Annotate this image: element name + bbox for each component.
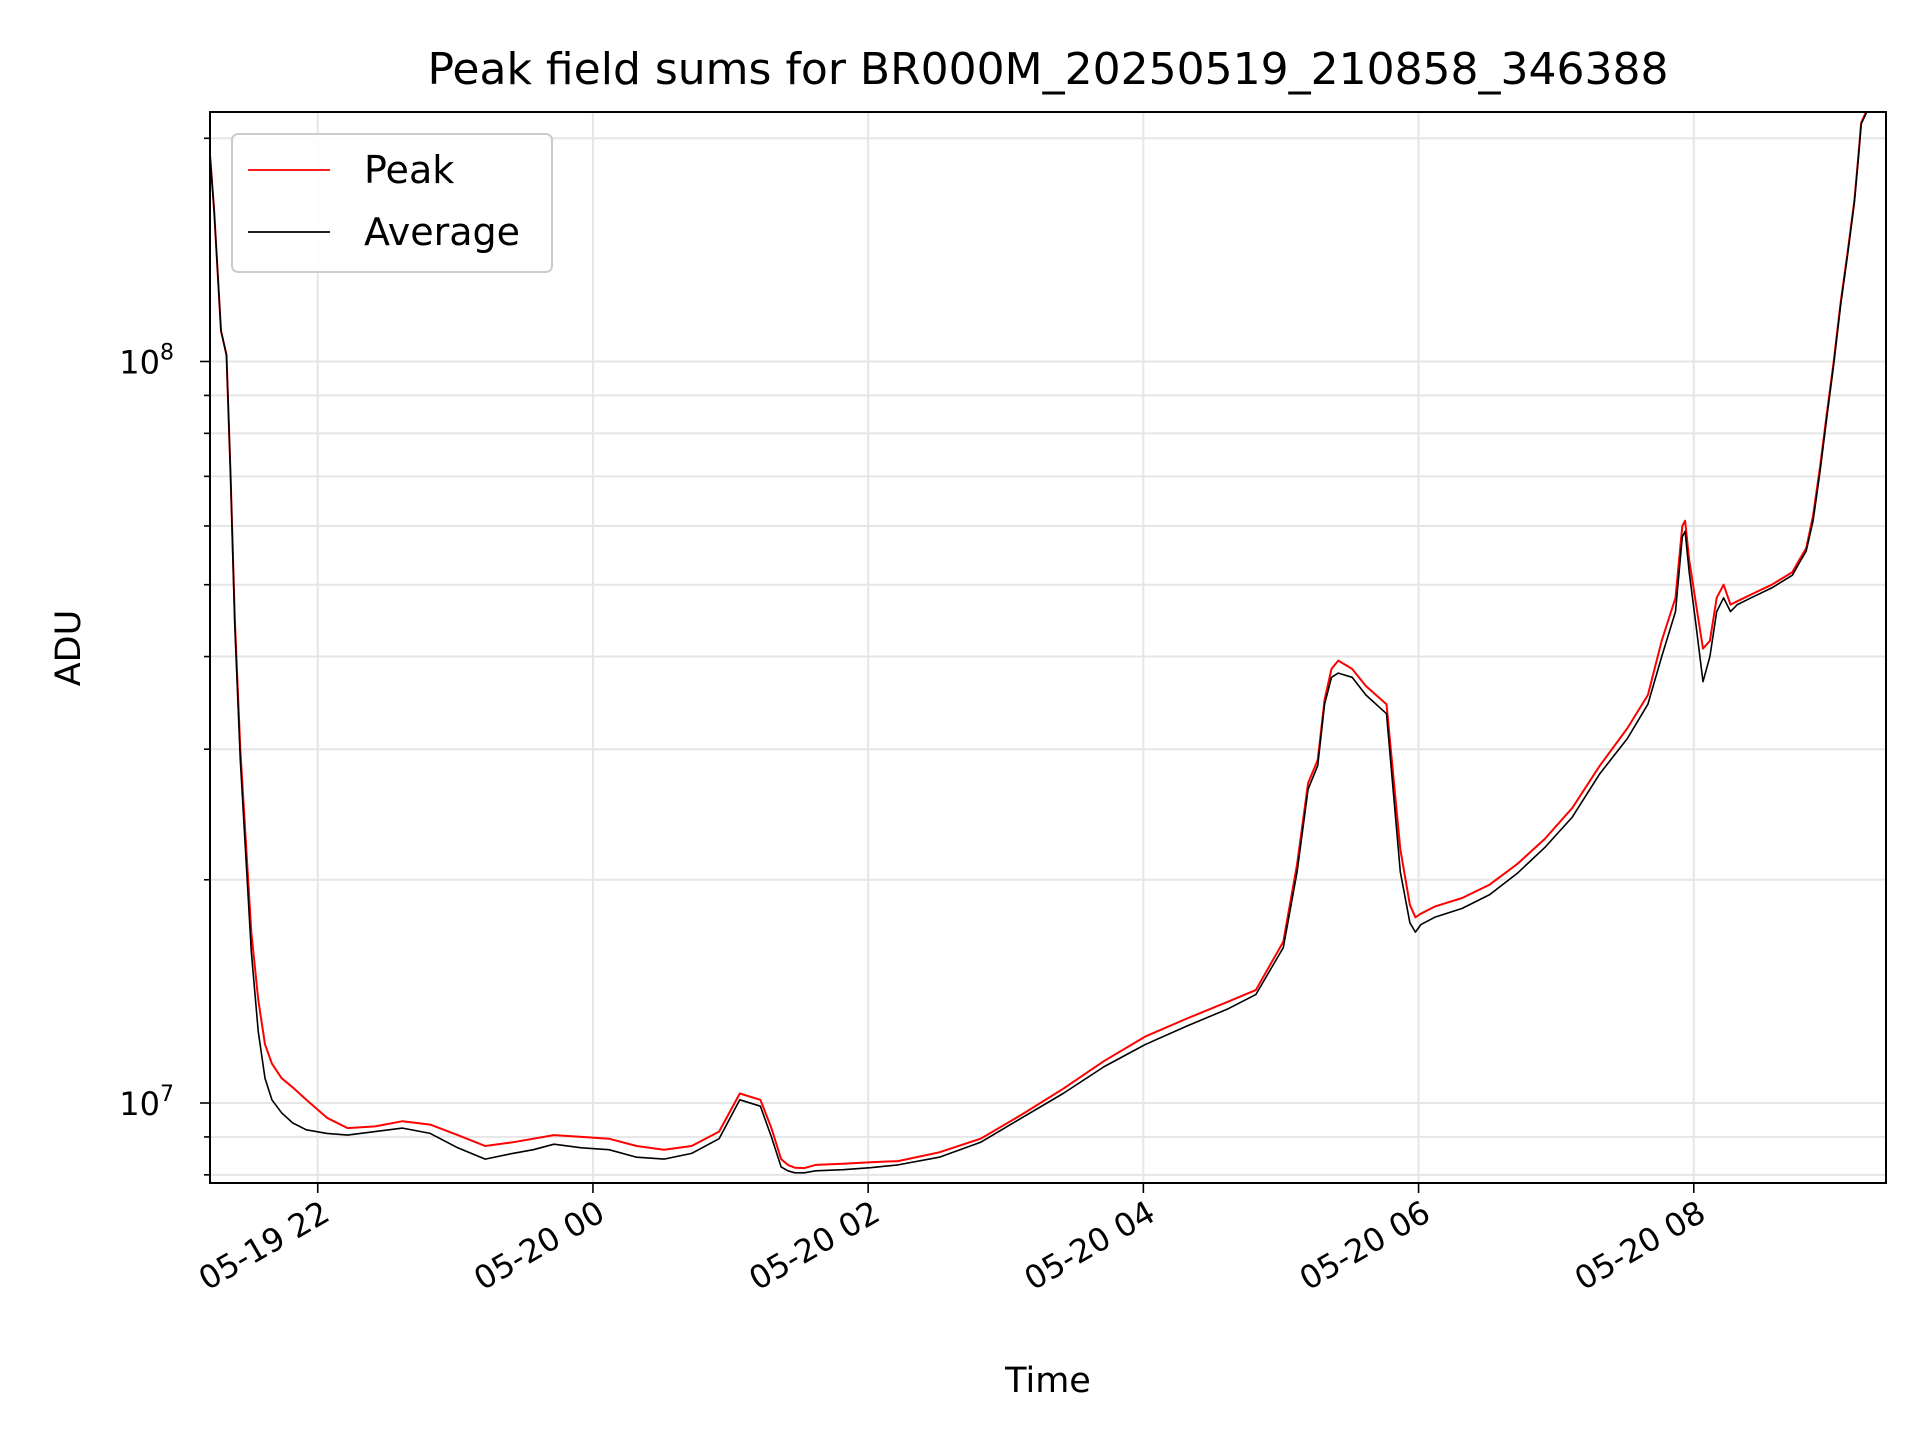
legend: Peak Average	[231, 133, 553, 273]
y-axis: 107 108	[119, 137, 210, 1176]
y-tick-label: 108	[119, 340, 174, 381]
plot-area	[210, 112, 1868, 1174]
x-axis-label: Time	[1004, 1361, 1091, 1401]
chart-title: Peak field sums for BR000M_20250519_2108…	[427, 44, 1668, 95]
grid	[210, 112, 1886, 1183]
y-axis-label: ADU	[49, 610, 89, 687]
legend-label-average: Average	[364, 210, 520, 254]
series-line-average	[210, 112, 1868, 1174]
legend-label-peak: Peak	[364, 148, 454, 192]
y-tick-label: 107	[119, 1082, 174, 1123]
series-line-peak	[210, 112, 1868, 1170]
legend-box	[231, 133, 553, 273]
plot-frame	[209, 111, 1887, 1184]
